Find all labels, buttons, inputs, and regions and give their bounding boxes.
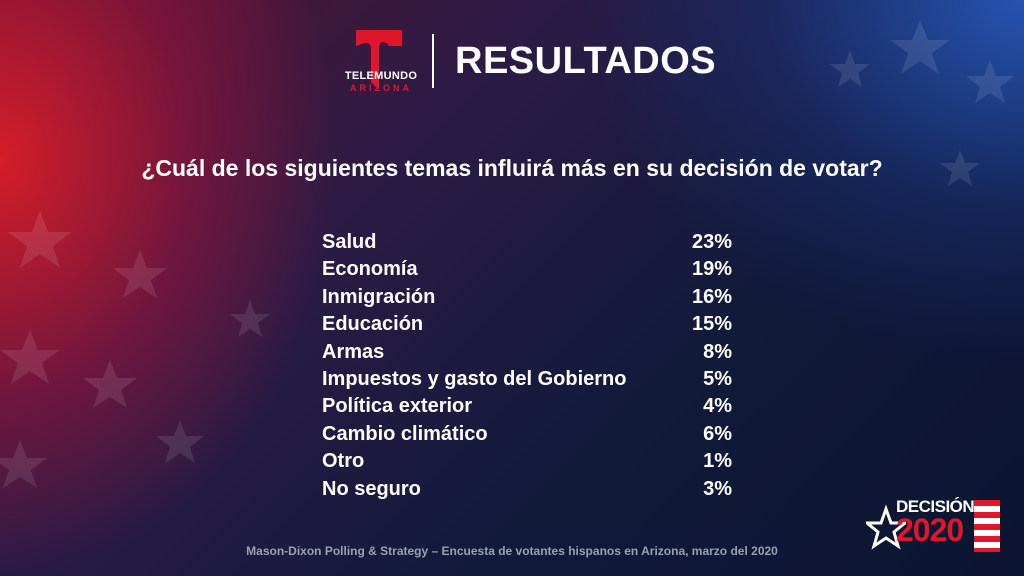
table-row: Educación 15% [322,311,732,338]
header-divider [432,34,434,88]
source-footnote: Mason-Dixon Polling & Strategy – Encuest… [246,544,778,558]
row-value: 1% [703,450,732,473]
row-value: 15% [691,313,732,336]
logo-subtitle: ARIZONA [350,83,412,93]
row-value: 5% [703,367,732,390]
row-value: 6% [703,422,732,445]
row-label: Política exterior [322,395,473,418]
row-value: 16% [691,285,732,308]
telemundo-logo-icon [356,30,402,90]
row-value: 23% [691,231,732,253]
row-value: 8% [703,340,732,363]
table-row: Armas 8% [322,339,732,366]
table-row: No seguro 3% [322,476,732,503]
star-icon [866,504,906,550]
table-row: Economía 19% [322,256,732,283]
badge-year: 2020 [896,512,964,548]
row-label: Economía [322,258,418,281]
table-row: Salud 23% [322,229,732,256]
row-label: Educación [322,313,424,336]
page-title: RESULTADOS [455,40,717,82]
row-label: Salud [322,231,377,253]
flag-stripes-icon [974,500,1000,552]
survey-question: ¿Cuál de los siguientes temas influirá m… [141,155,883,181]
logo-wordmark: TELEMUNDO [344,70,418,82]
row-value: 3% [703,477,732,500]
table-row: Política exterior 4% [322,393,732,420]
row-value: 19% [691,258,732,281]
header: RESULTADOS [0,28,1024,98]
table-row: Impuestos y gasto del Gobierno 5% [322,366,732,393]
results-table: Salud 23% Economía 19% Inmigración 16% Educaci… [322,229,732,503]
decision-2020-badge: DECISIÓN 2020 [866,497,1006,555]
table-row: Otro 1% [322,448,732,475]
row-label: Cambio climático [322,422,488,445]
row-label: No seguro [322,477,421,500]
row-value: 4% [703,395,732,418]
row-label: Armas [322,340,385,363]
row-label: Impuestos y gasto del Gobierno [322,367,627,390]
row-label: Inmigración [322,285,436,308]
badge-title: DECISIÓN [896,497,975,516]
table-row: Cambio climático 6% [322,421,732,448]
row-label: Otro [322,450,365,473]
table-row: Inmigración 16% [322,284,732,311]
